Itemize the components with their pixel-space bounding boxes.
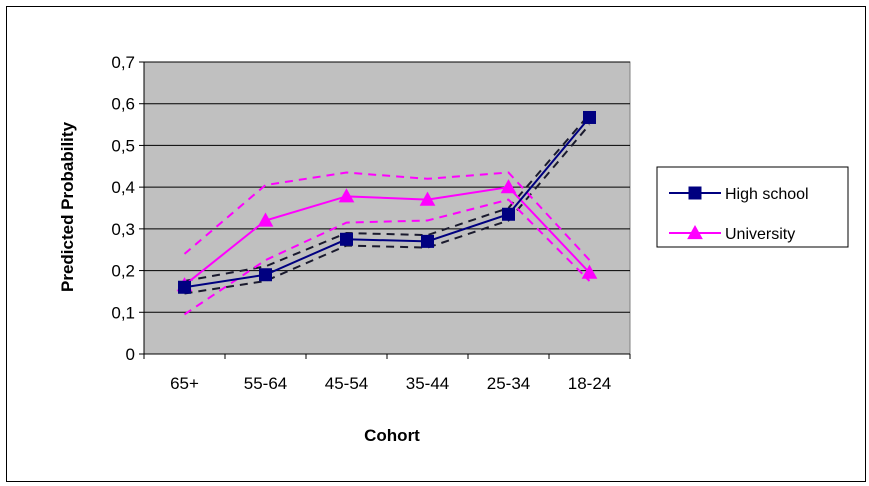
chart-svg: 0 0,1 0,2 0,3 0,4 0,5 0,6 0,7 65+ 55-64 45-54 35-44…: [58, 53, 849, 445]
university-point: [257, 212, 274, 227]
series-markers: [176, 110, 598, 294]
y-tick-label: 0,1: [111, 303, 135, 322]
y-axis-title: Predicted Probability: [58, 121, 77, 292]
high-school-legend-marker: [688, 186, 702, 200]
chart-frame: 0 0,1 0,2 0,3 0,4 0,5 0,6 0,7 65+ 55-64 45-54 35-44…: [6, 6, 866, 482]
university-point: [500, 179, 517, 194]
tick-labels: 0 0,1 0,2 0,3 0,4 0,5 0,6 0,7 65+ 55-64 45-54 35-44…: [111, 53, 611, 393]
high-school-point: [259, 268, 272, 282]
series-lines: [183, 116, 591, 289]
university-ci-upper-line: [183, 171, 591, 261]
university-legend-label: University: [725, 226, 795, 243]
x-tick-label: 55-64: [244, 374, 287, 393]
high-school-series-line: [184, 116, 591, 289]
x-tick-label: 18-24: [568, 374, 611, 393]
high-school-point: [583, 110, 596, 124]
high-school-point: [178, 280, 191, 294]
high-school-ci-upper-line: [184, 113, 591, 282]
university-ci-lower-line: [183, 198, 591, 316]
y-tick-label: 0: [126, 345, 135, 364]
high-school-point: [421, 234, 434, 248]
high-school-ci-lower-line: [184, 123, 591, 295]
high-school-point: [502, 207, 515, 221]
y-tick-label: 0,6: [111, 95, 135, 114]
x-tick-label: 35-44: [406, 374, 449, 393]
x-axis-title: Cohort: [364, 426, 420, 445]
university-point: [419, 191, 436, 206]
y-tick-label: 0,5: [111, 136, 135, 155]
university-point: [581, 264, 598, 279]
x-tick-label: 65+: [170, 374, 199, 393]
high-school-legend-label: High school: [725, 186, 809, 203]
x-tick-label: 25-34: [487, 374, 530, 393]
university-point: [338, 188, 355, 203]
y-tick-label: 0,3: [111, 220, 135, 239]
grid-lines: [144, 61, 630, 313]
high-school-point: [340, 232, 353, 246]
x-tick-label: 45-54: [325, 374, 368, 393]
university-legend-marker: [687, 224, 703, 240]
university-series-line: [183, 186, 591, 286]
y-tick-label: 0,7: [111, 53, 135, 72]
y-tick-label: 0,2: [111, 262, 135, 281]
confidence-bands: [183, 113, 591, 316]
legend: High school University: [669, 186, 809, 243]
y-tick-label: 0,4: [111, 178, 135, 197]
axes: [139, 61, 631, 359]
plot-area: [143, 61, 631, 355]
